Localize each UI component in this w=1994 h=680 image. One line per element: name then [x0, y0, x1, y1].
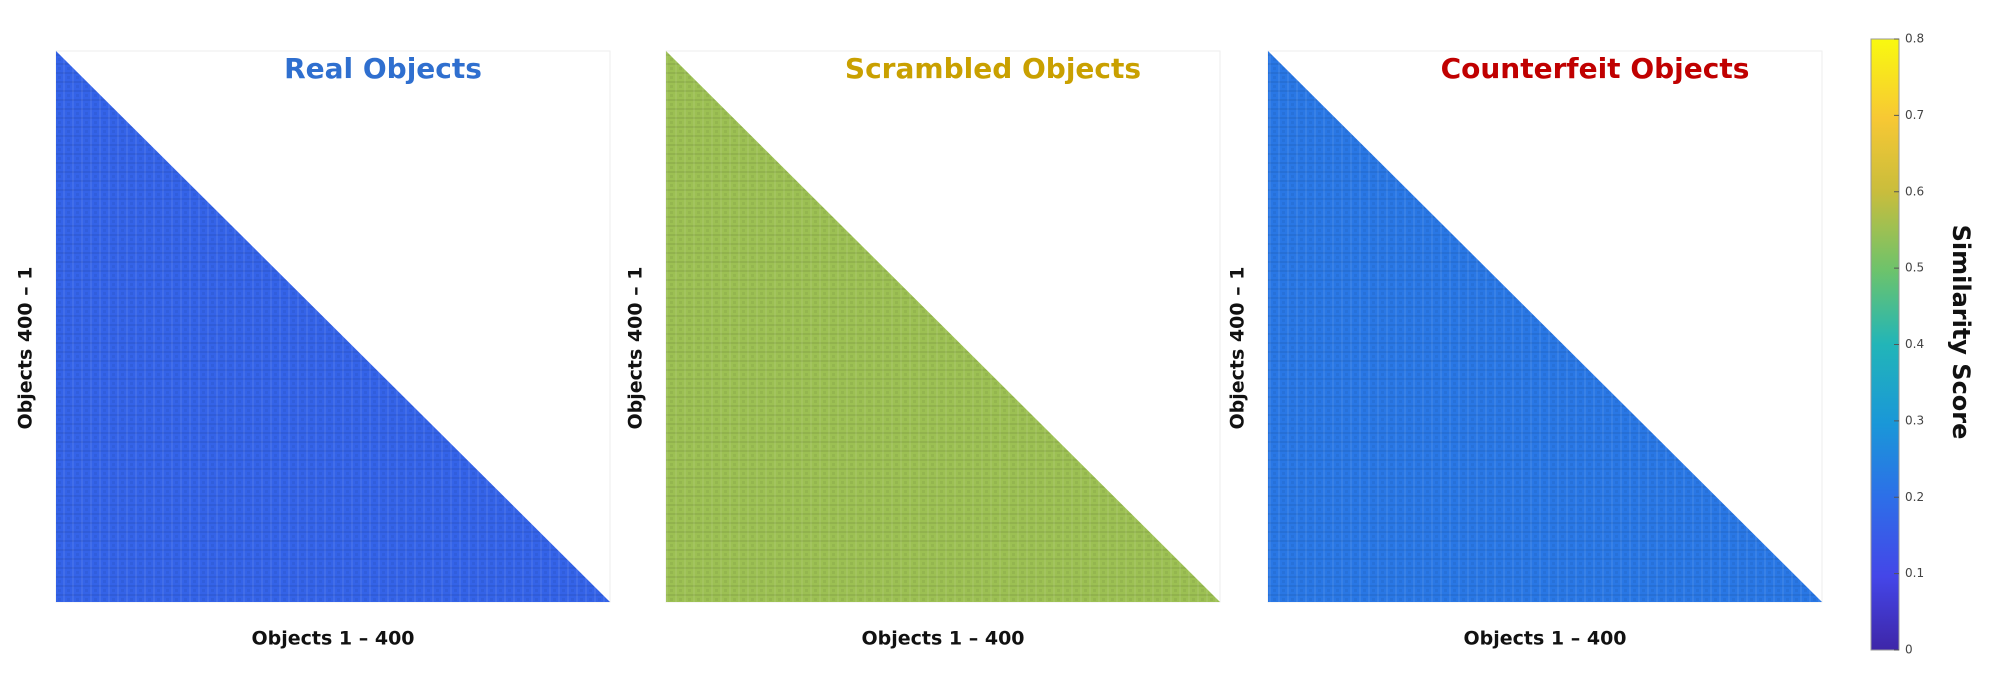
colorbar-tick-label: 0.7: [1905, 108, 1924, 122]
colorbar-tick-label: 0.1: [1905, 566, 1924, 580]
colorbar-label: Similarity Score: [1947, 225, 1975, 440]
heatmap-texture: [666, 51, 1220, 602]
y-axis-label: Objects 400 – 1: [15, 266, 37, 429]
y-axis-label: Objects 400 – 1: [625, 266, 647, 429]
colorbar-tick-label: 0.4: [1905, 337, 1924, 351]
panel-title: Scrambled Objects: [845, 52, 1141, 85]
y-axis-label: Objects 400 – 1: [1227, 266, 1249, 429]
panel-title: Real Objects: [284, 52, 482, 85]
colorbar-tick-label: 0.6: [1905, 184, 1924, 198]
colorbar-tick-label: 0.5: [1905, 261, 1924, 275]
x-axis-label: Objects 1 – 400: [251, 628, 414, 650]
heatmap-texture: [1268, 51, 1822, 602]
colorbar-tick-label: 0.3: [1905, 413, 1924, 427]
heatmap-texture: [56, 51, 610, 602]
colorbar-tick-label: 0: [1905, 643, 1913, 657]
colorbar-tick-label: 0.8: [1905, 32, 1924, 46]
panel-title: Counterfeit Objects: [1441, 52, 1750, 85]
colorbar-tick-label: 0.2: [1905, 490, 1924, 504]
x-axis-label: Objects 1 – 400: [1463, 628, 1626, 650]
x-axis-label: Objects 1 – 400: [861, 628, 1024, 650]
